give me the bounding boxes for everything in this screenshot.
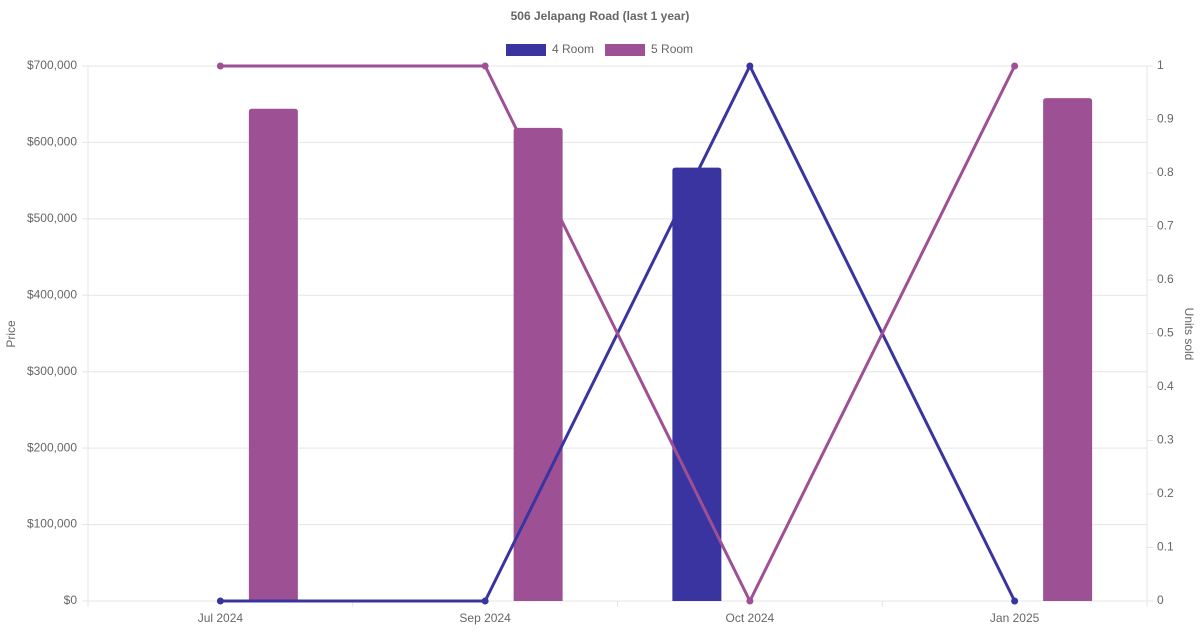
- y2-tick-label: 0.6: [1157, 272, 1174, 286]
- bar: [1043, 98, 1093, 601]
- point: [481, 62, 489, 70]
- bar: [513, 127, 563, 602]
- y2-tick-label: 0.1: [1157, 540, 1174, 554]
- point: [216, 597, 224, 605]
- y2-tick-label: 0.3: [1157, 433, 1174, 447]
- point: [1011, 597, 1019, 605]
- point: [1011, 62, 1019, 70]
- y2-tick-label: 0.2: [1157, 486, 1174, 500]
- bar: [248, 108, 298, 602]
- y2-tick-label: 0.4: [1157, 379, 1174, 393]
- legend-swatch: [605, 44, 646, 56]
- y-tick-label: $500,000: [27, 211, 77, 225]
- x-tick-label: Jul 2024: [198, 611, 244, 625]
- point: [216, 62, 224, 70]
- point: [746, 597, 754, 605]
- y-tick-label: $600,000: [27, 135, 77, 149]
- legend-label: 5 Room: [651, 42, 693, 56]
- x-tick-label: Sep 2024: [459, 611, 511, 625]
- point: [746, 62, 754, 70]
- line: [220, 64, 1016, 605]
- y2-tick-label: 0.7: [1157, 219, 1174, 233]
- y2-tick-label: 1: [1157, 58, 1164, 72]
- y2-tick-label: 0.9: [1157, 112, 1174, 126]
- x-tick-label: Oct 2024: [726, 611, 775, 625]
- y-tick-label: $0: [64, 593, 78, 607]
- y-tick-label: $100,000: [27, 517, 77, 531]
- point: [481, 597, 489, 605]
- bar: [672, 167, 722, 601]
- y2-axis-title: Units sold: [1182, 308, 1196, 361]
- y-tick-label: $700,000: [27, 58, 77, 72]
- legend-swatch: [506, 44, 546, 56]
- chart-title: 506 Jelapang Road (last 1 year): [511, 9, 690, 23]
- y-tick-label: $200,000: [27, 440, 77, 454]
- y-tick-label: $300,000: [27, 364, 77, 378]
- y-axis-title: Price: [4, 320, 18, 348]
- y2-tick-label: 0: [1157, 593, 1164, 607]
- y2-tick-label: 0.5: [1157, 326, 1174, 340]
- legend-label: 4 Room: [552, 42, 594, 56]
- y2-tick-label: 0.8: [1157, 165, 1174, 179]
- y-tick-label: $400,000: [27, 287, 77, 301]
- x-tick-label: Jan 2025: [990, 611, 1040, 625]
